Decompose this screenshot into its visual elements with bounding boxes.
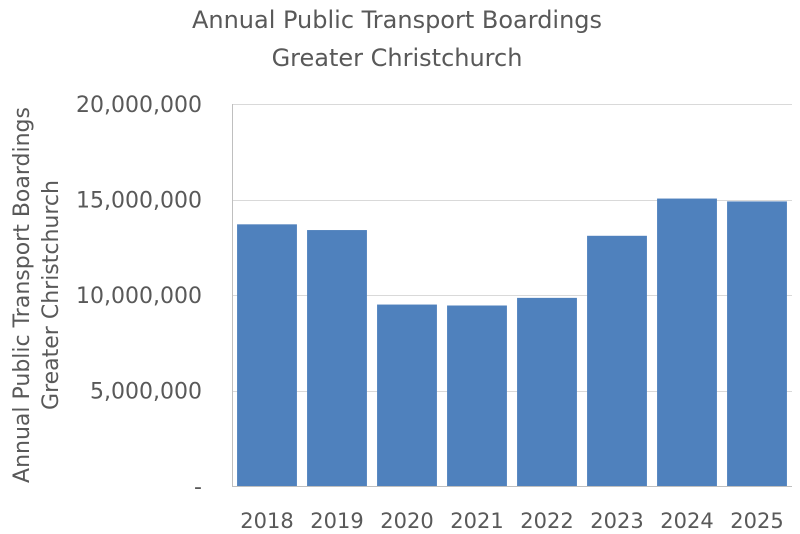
bar-2024	[657, 198, 717, 487]
bar-2021	[447, 305, 507, 486]
bar-2025	[727, 201, 787, 486]
bar-2020	[377, 304, 437, 486]
y-axis-title-line-1: Annual Public Transport Boardings	[10, 107, 35, 483]
x-tick-label: 2022	[520, 509, 573, 533]
y-tick-label: -	[194, 475, 202, 500]
bar-2018	[237, 224, 297, 486]
x-tick-label: 2023	[590, 509, 643, 533]
y-axis-title: Annual Public Transport Boardings Greate…	[10, 107, 64, 483]
y-tick-label: 15,000,000	[76, 189, 202, 214]
chart-title-line-2: Greater Christchurch	[272, 44, 523, 72]
bars	[237, 198, 787, 487]
x-tick-label: 2020	[380, 509, 433, 533]
x-tick-label: 2025	[730, 509, 783, 533]
x-tick-labels: 2018 2019 2020 2021 2022 2023 2024 2025	[240, 509, 783, 533]
y-axis-title-line-2: Greater Christchurch	[39, 180, 64, 410]
y-tick-label: 20,000,000	[76, 93, 202, 118]
axes	[232, 104, 792, 487]
x-tick-label: 2021	[450, 509, 503, 533]
y-tick-label: 10,000,000	[76, 284, 202, 309]
bar-2023	[587, 235, 647, 486]
y-tick-labels: - 5,000,000 10,000,000 15,000,000 20,000,000	[76, 93, 202, 500]
x-tick-label: 2024	[660, 509, 713, 533]
x-tick-label: 2019	[310, 509, 363, 533]
bar-2019	[307, 230, 367, 486]
chart-title-line-1: Annual Public Transport Boardings	[192, 6, 602, 34]
bar-2022	[517, 297, 577, 486]
x-tick-label: 2018	[240, 509, 293, 533]
y-tick-label: 5,000,000	[90, 380, 202, 405]
